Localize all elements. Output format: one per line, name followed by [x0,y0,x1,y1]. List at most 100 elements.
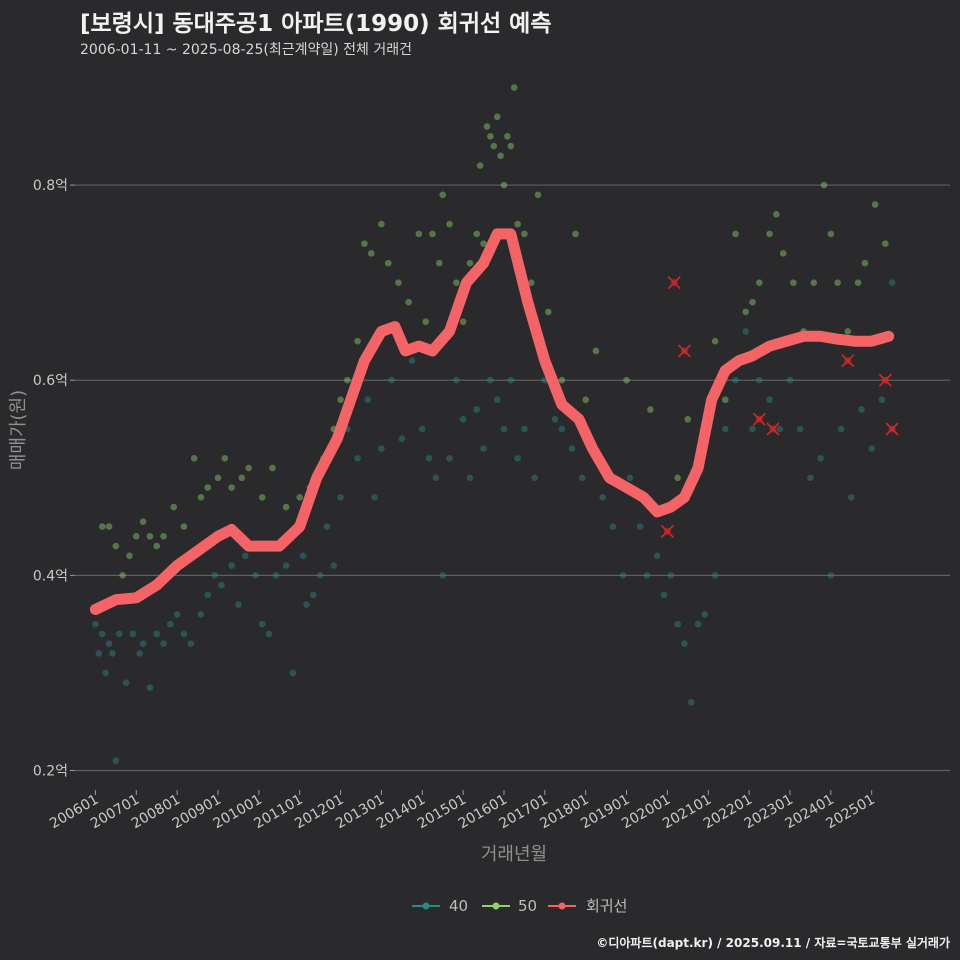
point-40-26 [252,572,259,579]
outlier-marker-6 [878,373,892,387]
point-50-18 [238,474,246,482]
point-50-58 [521,230,528,238]
point-40-72 [619,572,627,579]
point-50-21 [269,464,276,472]
outlier-marker-5 [841,354,855,368]
point-50-72 [732,230,739,238]
point-50-29 [354,337,361,345]
y-tick-label-3: 0.8억 [33,178,68,194]
point-50-59 [527,279,535,286]
point-40-45 [398,435,406,443]
point-40-54 [466,474,474,482]
regression-line [89,228,895,615]
y-tick-label-2: 0.6억 [33,373,68,389]
point-50-33 [384,259,392,267]
point-50-86 [854,279,862,286]
point-50-51 [493,113,501,121]
point-40-89 [756,376,763,384]
point-50-7 [146,533,154,540]
point-40-32 [299,552,307,560]
outlier-marker-2 [660,524,674,539]
point-50-55 [507,142,515,150]
point-40-65 [551,415,559,423]
point-50-52 [497,152,504,160]
point-40-63 [531,474,538,482]
point-50-3 [119,572,126,579]
point-50-27 [337,396,344,404]
point-50-2 [112,542,120,550]
point-40-90 [766,396,773,404]
point-50-69 [684,415,692,423]
point-40-74 [636,523,644,530]
legend-dot-regression [558,902,566,910]
outlier-marker-7 [885,422,899,436]
point-50-13 [197,493,205,501]
point-40-43 [378,445,385,452]
point-50-56 [510,84,518,91]
point-40-51 [446,454,453,462]
regression-line-group [89,228,895,615]
point-40-95 [817,454,824,462]
point-50-30 [361,240,368,247]
outlier-markers [660,276,899,539]
point-40-47 [418,425,426,433]
point-50-73 [742,308,750,316]
point-40-44 [388,376,395,384]
point-50-76 [766,230,773,238]
point-40-15 [167,620,174,628]
legend-dot-40 [422,902,430,910]
point-50-19 [245,464,252,472]
point-50-1 [105,523,113,530]
point-50-64 [582,396,590,404]
chart-title: [보령시] 동대주공1 아파트(1990) 회귀선 예측 [80,11,552,37]
point-40-88 [749,425,756,433]
point-50-15 [214,474,222,482]
point-40-61 [514,454,521,462]
point-50-32 [378,220,385,228]
point-50-66 [623,376,630,384]
point-40-40 [354,454,361,462]
point-50-53 [500,181,508,189]
point-40-58 [493,396,501,404]
point-50-46 [476,162,484,169]
point-40-70 [599,493,607,501]
source-credit: ©디아파트(dapt.kr) / 2025.09.11 / 자료=국토교통부 실… [596,936,950,950]
point-50-36 [415,230,423,238]
point-40-83 [701,611,709,618]
point-40-1 [95,650,103,657]
point-50-71 [721,396,729,404]
point-50-38 [429,230,436,238]
point-40-76 [653,552,661,560]
point-40-50 [439,572,447,579]
point-40-28 [265,630,273,638]
point-40-18 [187,640,195,647]
point-40-34 [310,591,317,599]
point-40-48 [425,454,433,462]
point-40-19 [197,611,205,618]
point-40-22 [218,581,225,589]
outlier-marker-1 [677,344,692,358]
point-50-42 [453,279,460,286]
point-40-62 [521,425,528,433]
point-50-70 [711,337,719,345]
point-40-33 [303,601,310,608]
point-50-35 [405,298,412,306]
point-50-37 [422,318,429,325]
point-50-48 [483,123,491,130]
point-50-23 [296,493,304,501]
outlier-marker-0 [667,276,681,290]
legend-dot-50 [492,902,500,910]
point-50-82 [820,181,828,189]
legend-label-regression: 회귀선 [586,897,627,915]
point-50-0 [98,523,106,530]
chart-subtitle: 2006-01-11 ~ 2025-08-25(최근계약일) 전체 거래건 [80,42,412,58]
point-50-74 [749,298,756,306]
x-axis-ticks: 2006012007012008012009012010012011012012… [47,790,878,832]
point-40-31 [289,669,297,677]
point-40-73 [626,474,634,482]
point-40-86 [732,376,739,384]
point-50-75 [756,279,763,286]
point-50-45 [473,230,481,238]
point-40-60 [507,376,515,384]
point-40-13 [153,630,161,638]
